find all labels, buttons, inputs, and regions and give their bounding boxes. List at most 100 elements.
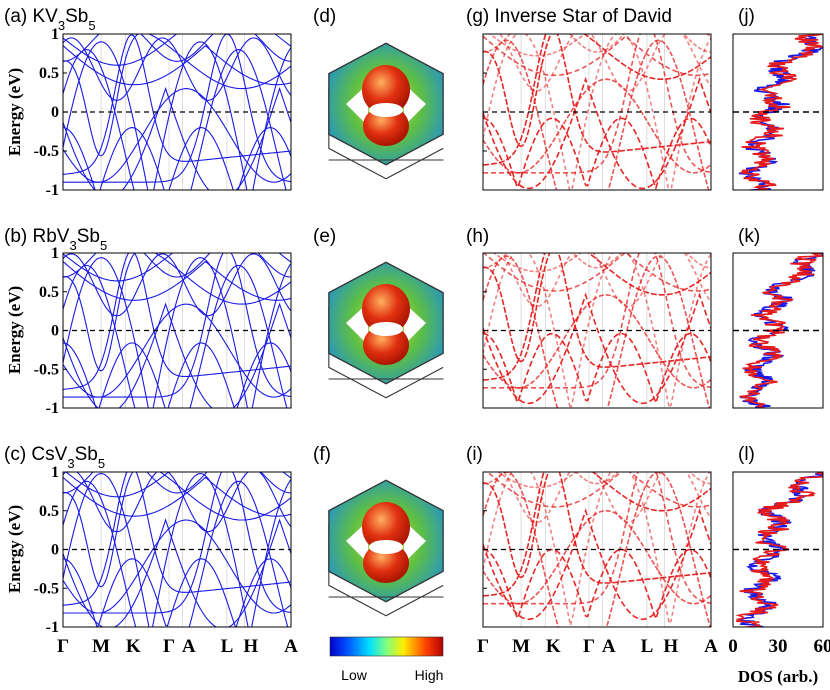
y-axis-label-c: Energy (eV)	[5, 505, 24, 593]
axes-frame	[732, 471, 824, 628]
band-line	[63, 472, 291, 606]
y-tick-label: -1	[46, 400, 59, 417]
y-tick-label: 1	[51, 26, 59, 43]
dos-x-tick-label: 60	[814, 636, 830, 657]
brillouin-zone-edge	[328, 261, 444, 385]
fermi-cylinder-hole	[369, 540, 403, 554]
k-tick-label: Γ	[583, 636, 595, 657]
y-tick-label: 0	[51, 323, 59, 340]
band-line	[483, 472, 711, 485]
band-line	[483, 294, 711, 389]
band-line	[483, 253, 711, 389]
y-tick-label: -0.5	[34, 143, 59, 160]
y-tick-label: 0.5	[39, 65, 59, 82]
band-line	[483, 35, 711, 77]
band-line	[63, 342, 291, 408]
band-line	[483, 78, 711, 174]
band-line	[63, 518, 291, 627]
dos-line	[739, 253, 823, 408]
band-line	[483, 34, 711, 53]
brillouin-zone-edge	[328, 87, 444, 180]
axes-frame	[732, 252, 824, 409]
band-line	[483, 39, 710, 190]
band-line	[483, 510, 711, 605]
panel-label-l: (l)	[738, 444, 755, 465]
band-line	[63, 49, 287, 190]
dos-line	[738, 34, 823, 190]
k-tick-label: M	[92, 636, 110, 657]
brillouin-zone-edge	[328, 524, 444, 617]
dos-line	[740, 34, 823, 190]
dos-panel-1	[732, 252, 824, 409]
band-line	[63, 257, 291, 408]
k-tick-label: H	[663, 636, 678, 657]
band-line	[483, 548, 711, 622]
band-line	[501, 253, 711, 308]
dos-panel-0	[732, 33, 824, 191]
k-tick-label: M	[512, 636, 530, 657]
y-axis-label-b: Energy (eV)	[5, 286, 24, 374]
y-tick-label: 1	[51, 464, 59, 481]
band-line	[486, 472, 711, 508]
band-line	[63, 127, 291, 190]
fermi-surface-f	[328, 479, 444, 617]
panel-label-c: (c) CsV3Sb5	[4, 444, 105, 471]
band-line	[63, 253, 291, 278]
band-line	[63, 253, 291, 282]
colorbar-high-label: High	[415, 667, 444, 683]
y-tick-label: 0	[51, 542, 59, 559]
band-line	[65, 472, 291, 498]
y-tick-label: 1	[51, 245, 59, 262]
fermi-cylinder-bottom	[363, 325, 409, 365]
fermi-cylinder-bottom	[363, 106, 409, 146]
dos-panel-2	[732, 471, 824, 628]
band-line	[483, 472, 711, 597]
brillouin-zone-edge	[328, 306, 444, 399]
axes-frame	[732, 33, 824, 191]
panel-label-i: (i)	[466, 444, 483, 465]
band-structure-cdw-1	[482, 252, 712, 409]
y-tick-label: -0.5	[34, 361, 59, 378]
band-line	[63, 88, 291, 183]
band-structure-pristine-2	[62, 471, 292, 628]
y-tick-label: -1	[46, 182, 59, 199]
panel-label-d: (d)	[313, 6, 336, 27]
band-line	[483, 253, 711, 292]
band-line	[488, 34, 711, 57]
k-tick-label: Γ	[477, 636, 489, 657]
k-tick-label: A	[284, 636, 298, 657]
fermi-cylinder-top	[362, 502, 410, 552]
k-tick-label: L	[641, 636, 654, 657]
band-line	[483, 472, 711, 579]
band-line	[63, 519, 291, 614]
band-line	[63, 476, 291, 517]
y-tick-label: 0	[51, 104, 59, 121]
band-line	[63, 558, 291, 627]
band-line	[63, 34, 291, 175]
band-line	[483, 332, 711, 406]
band-line	[63, 472, 291, 494]
dos-x-tick-label: 30	[769, 636, 788, 657]
band-line	[483, 253, 711, 269]
band-line	[63, 37, 291, 101]
band-line	[483, 34, 711, 92]
band-line	[63, 303, 291, 398]
band-line	[63, 473, 291, 627]
band-line	[63, 253, 291, 390]
colorbar-low-label: Low	[341, 667, 368, 683]
panel-label-f: (f)	[313, 444, 331, 465]
panel-label-g: (g) Inverse Star of David	[466, 6, 672, 27]
brillouin-zone-edge	[328, 42, 444, 166]
band-line	[503, 472, 711, 524]
band-line	[483, 292, 711, 405]
panel-label-a: (a) KV3Sb5	[4, 6, 96, 33]
k-tick-label: H	[243, 636, 258, 657]
panel-label-h: (h)	[466, 226, 489, 247]
band-line	[483, 253, 711, 408]
fermi-cylinder-hole	[369, 103, 403, 117]
band-line	[63, 302, 291, 408]
y-tick-label: -0.5	[34, 580, 59, 597]
y-tick-label: 0.5	[39, 284, 59, 301]
fermi-surface-d	[328, 42, 444, 180]
